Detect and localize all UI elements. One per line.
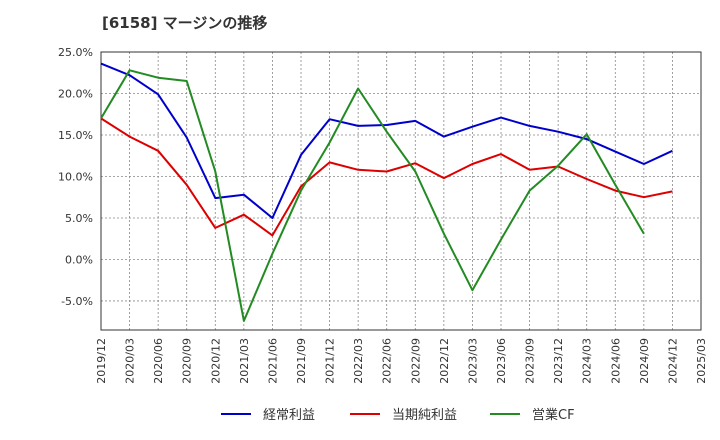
x-tick-label: 2022/03 [352, 338, 365, 384]
x-tick-label: 2020/12 [209, 338, 222, 384]
series-line-3 [100, 69, 645, 322]
x-tick-label: 2021/12 [324, 338, 337, 384]
legend-label-3: 営業CF [532, 407, 575, 423]
legend: 経常利益 当期純利益 営業CF [221, 407, 575, 423]
chart-title: [6158] マージンの推移 [102, 14, 268, 32]
axes [100, 51, 702, 331]
x-tick-label: 2023/09 [524, 338, 537, 384]
series-line-2 [100, 117, 673, 237]
legend-label-2: 当期純利益 [392, 408, 457, 423]
x-tick-label: 2023/06 [495, 338, 508, 384]
x-tick-label: 2020/09 [181, 338, 194, 384]
y-tick-label: -5.0% [61, 295, 93, 308]
legend-label-1: 経常利益 [263, 408, 315, 423]
x-tick-label: 2022/06 [381, 338, 394, 384]
x-tick-label: 2020/06 [152, 338, 165, 384]
x-tick-label: 2024/12 [666, 338, 679, 384]
plot-frame [100, 51, 702, 331]
x-tick-label: 2025/03 [695, 338, 708, 384]
x-tick-label: 2023/12 [552, 338, 565, 384]
y-tick-label: 25.0% [58, 46, 93, 59]
series-line-1 [100, 62, 673, 219]
tick-labels: 25.0% 20.0% 15.0% 10.0% 5.0% 0.0% -5.0% 2019/12… [58, 46, 708, 384]
x-tick-label: 2021/06 [266, 338, 279, 384]
x-tick-label: 2022/12 [438, 338, 451, 384]
y-tick-label: 20.0% [58, 87, 93, 100]
y-tick-label: 5.0% [65, 212, 93, 225]
x-tick-label: 2022/09 [409, 338, 422, 384]
x-tick-label: 2023/03 [466, 338, 479, 384]
x-tick-label: 2021/03 [238, 338, 251, 384]
y-tick-label: 15.0% [58, 129, 93, 142]
x-tick-label: 2021/09 [295, 338, 308, 384]
x-tick-label: 2019/12 [95, 338, 108, 384]
x-tick-label: 2024/06 [609, 338, 622, 384]
x-tick-label: 2024/09 [638, 338, 651, 384]
x-tick-label: 2024/03 [581, 338, 594, 384]
x-tick-label: 2020/03 [124, 338, 137, 384]
y-tick-label: 10.0% [58, 170, 93, 183]
series-lines [100, 62, 673, 322]
y-tick-label: 0.0% [65, 253, 93, 266]
